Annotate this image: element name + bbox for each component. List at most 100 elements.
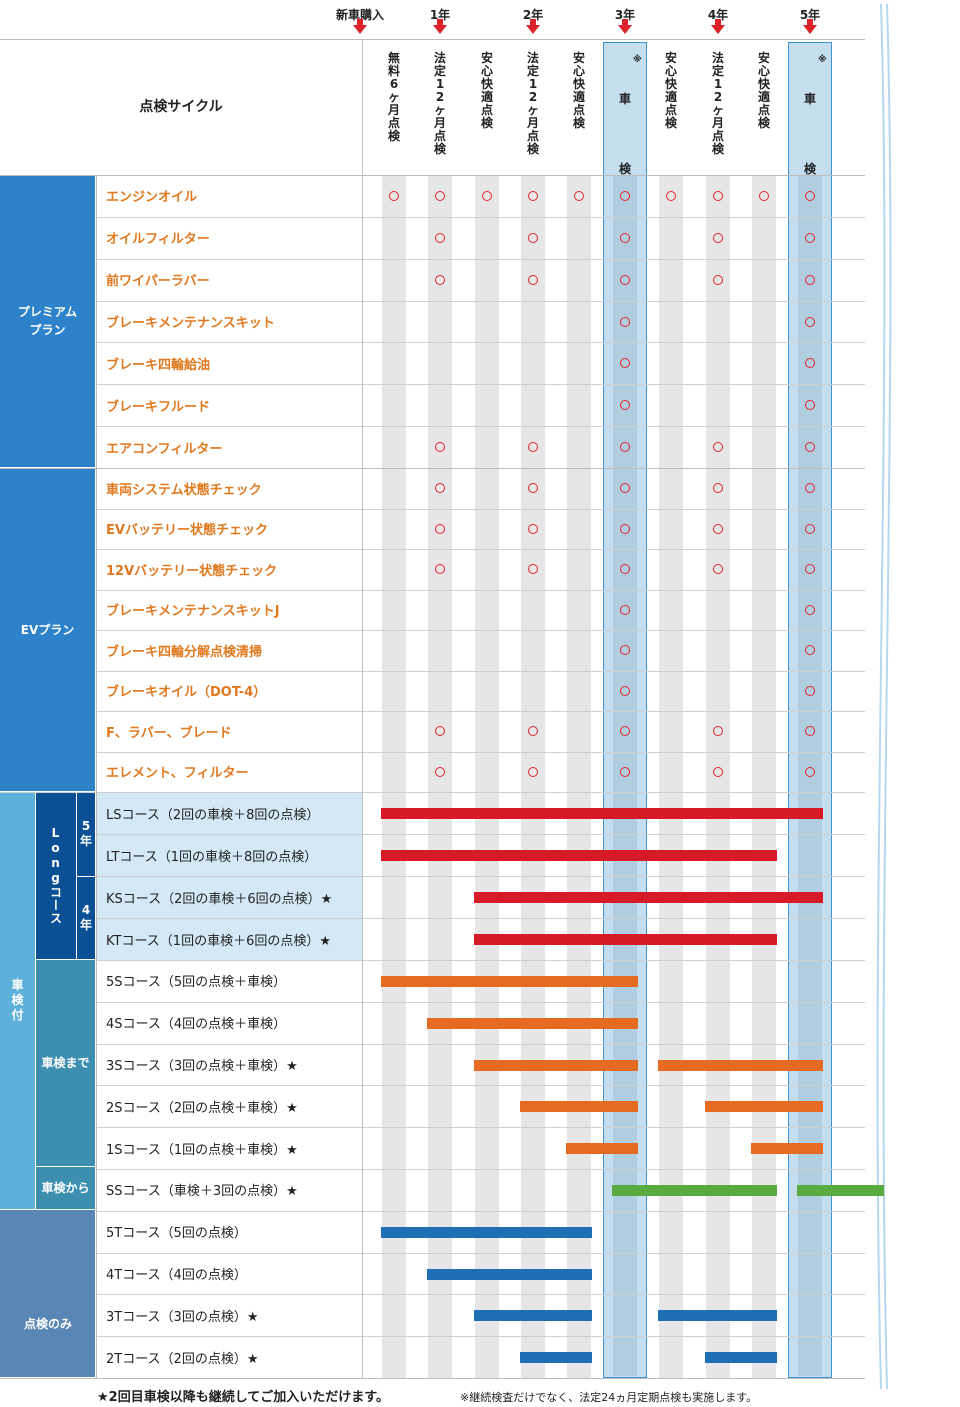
row-divider (96, 918, 865, 919)
grid-left-border (362, 39, 363, 1378)
year-label: 2年 (522, 8, 544, 22)
course-bar (705, 1352, 777, 1364)
column-stripe (382, 175, 406, 1378)
check-mark (620, 564, 630, 575)
item-label: ブレーキメンテナンスキットJ (106, 604, 280, 620)
item-label: ブレーキ四輪分解点検清掃 (106, 644, 263, 660)
check-mark (805, 483, 815, 494)
course-label: LSコース（2回の車検＋8回の点検） (106, 807, 320, 823)
column-header: 車検 (618, 92, 631, 176)
course-label: 5Tコース（5回の点検） (106, 1226, 247, 1242)
row-divider (0, 39, 865, 40)
check-mark (620, 190, 630, 201)
check-mark (620, 483, 630, 494)
item-label: ブレーキ四輪給油 (106, 357, 211, 373)
group-shaken-kara-label: 車検から (41, 1181, 90, 1195)
course-label: 1Sコース（1回の点検＋車検）★ (106, 1142, 298, 1158)
group-ev-plan: EVプラン (0, 468, 96, 792)
check-mark (805, 442, 815, 453)
course-bar (474, 1059, 638, 1071)
check-mark (528, 726, 538, 737)
course-bar (381, 975, 638, 987)
group-four-year-label: 4年 (79, 903, 92, 932)
check-mark (620, 358, 630, 369)
row-divider (0, 468, 865, 469)
row-divider (0, 792, 865, 793)
row-divider (96, 960, 865, 961)
year-label: 1年 (429, 8, 451, 22)
check-mark (620, 645, 630, 656)
column-header: 無料6ヶ月点検 (387, 51, 400, 143)
course-label: 2Sコース（2回の点検＋車検）★ (106, 1100, 298, 1116)
row-divider (96, 711, 865, 712)
check-mark (805, 523, 815, 534)
check-mark (713, 766, 723, 777)
course-bar (797, 1184, 884, 1196)
row-divider (96, 1085, 865, 1087)
course-label: 5Sコース（5回の点検＋車検） (106, 975, 287, 991)
check-mark (528, 523, 538, 534)
item-label: エンジンオイル (106, 190, 198, 206)
row-divider (96, 258, 865, 260)
shaken-asterisk: ※ (633, 55, 642, 65)
check-mark (666, 190, 676, 201)
row-divider (96, 1169, 865, 1170)
row-divider (0, 1378, 865, 1379)
group-ev-plan-label: EVプラン (20, 622, 75, 637)
column-header: 安心快適点検 (572, 51, 585, 130)
group-long-course: Longコース (36, 792, 77, 960)
check-mark (435, 523, 445, 534)
course-bar (474, 934, 777, 945)
check-mark (805, 274, 815, 285)
check-mark (713, 523, 723, 534)
item-label: 前ワイパーラバー (106, 274, 210, 290)
year-arrow-icon (803, 19, 817, 34)
course-bar (381, 1226, 592, 1238)
check-mark (805, 358, 815, 369)
item-label: 12Vバッテリー状態チェック (106, 563, 278, 579)
course-label: KTコース（1回の車検＋6回の点検）★ (106, 933, 332, 949)
row-divider (96, 384, 865, 386)
purchase-label: 新車購入 (335, 8, 385, 22)
check-mark (528, 232, 538, 243)
row-divider (96, 216, 865, 218)
course-bar (658, 1059, 823, 1071)
check-mark (620, 232, 630, 243)
course-bar (381, 808, 823, 819)
course-bar (751, 1143, 823, 1155)
group-premium-plan: プレミアムプラン (0, 175, 96, 468)
grid-name-border (96, 175, 97, 1378)
year-label: 3年 (614, 8, 636, 22)
row-divider (96, 1294, 865, 1296)
course-bar (427, 1017, 638, 1029)
row-divider (96, 1043, 865, 1045)
item-label: エレメント、フィルター (106, 766, 249, 782)
item-label: EVバッテリー状態チェック (106, 523, 268, 539)
year-label: 4年 (707, 8, 729, 22)
row-divider (0, 175, 865, 176)
column-header: 安心快適点検 (664, 51, 677, 130)
row-divider (96, 549, 865, 550)
row-divider (96, 342, 865, 344)
year-label: 5年 (799, 8, 821, 22)
check-mark (620, 274, 630, 285)
check-mark (620, 400, 630, 411)
check-mark (805, 564, 815, 575)
year-arrow-icon (618, 19, 632, 34)
course-bar (520, 1101, 638, 1113)
column-header: 法定12ヶ月点検 (526, 51, 539, 156)
shaken-asterisk: ※ (818, 55, 827, 65)
course-label: 2Tコース（2回の点検）★ (106, 1351, 259, 1367)
check-mark (620, 766, 630, 777)
column-header: 法定12ヶ月点検 (433, 51, 446, 156)
row-divider (96, 630, 865, 631)
column-header: 法定12ヶ月点検 (711, 51, 724, 156)
group-shaken-made: 車検まで (36, 960, 96, 1167)
course-bar (658, 1310, 777, 1322)
row-divider (96, 300, 865, 302)
check-mark (620, 442, 630, 453)
check-mark (620, 523, 630, 534)
group-five-year: 5年 (77, 792, 96, 877)
row-divider (96, 589, 865, 591)
check-mark (805, 190, 815, 201)
